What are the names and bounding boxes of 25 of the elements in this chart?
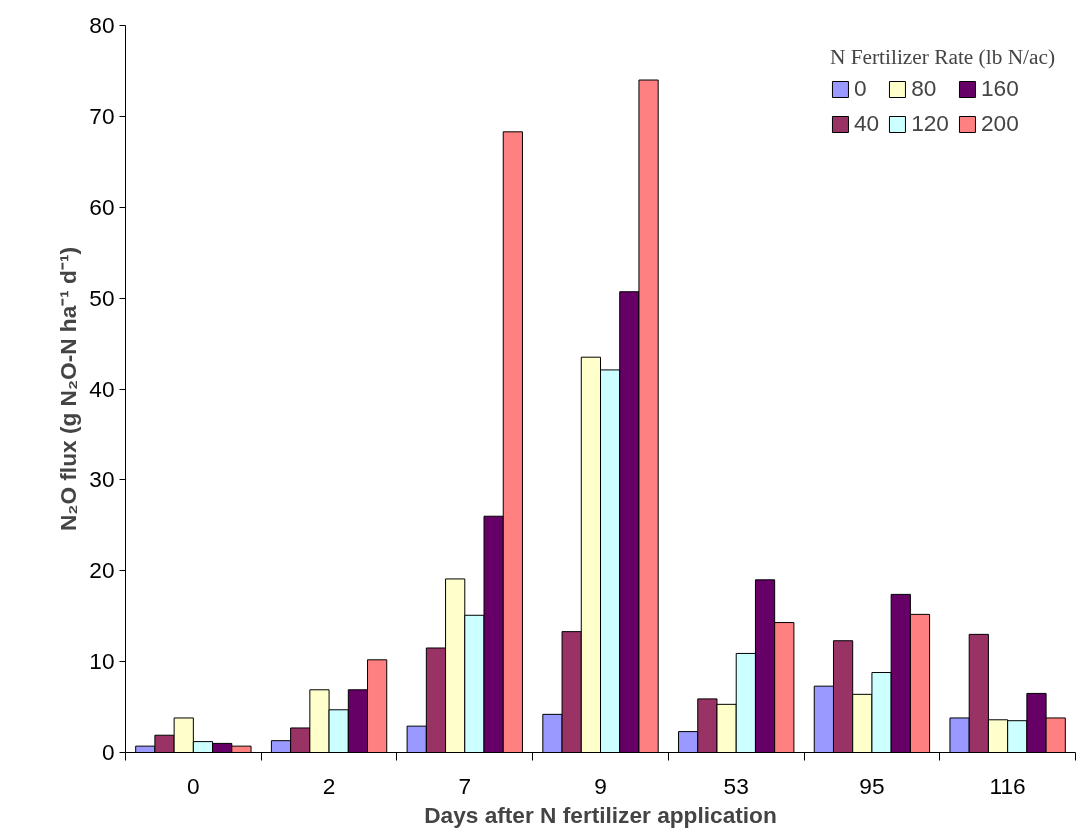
y-tick-label: 70 xyxy=(89,102,115,129)
x-tick-label: 116 xyxy=(989,772,1026,799)
x-tick-label: 95 xyxy=(859,772,885,799)
x-tick-label: 53 xyxy=(723,772,749,799)
y-tick-label: 50 xyxy=(89,284,115,311)
y-tick-label: 40 xyxy=(89,375,115,402)
legend-label: 0 xyxy=(853,75,868,102)
y-tick-label: 0 xyxy=(101,739,115,765)
y-tick-label: 20 xyxy=(89,557,115,584)
legend-label: 200 xyxy=(980,110,1019,137)
y-tick-label: 60 xyxy=(89,193,115,220)
legend-title: N Fertilizer Rate (lb N/ac) xyxy=(829,45,1055,70)
y-tick-label: 30 xyxy=(89,466,115,493)
x-tick-label: 0 xyxy=(187,772,200,799)
y-tick-label: 10 xyxy=(89,648,115,675)
legend-label: 120 xyxy=(911,110,949,137)
y-axis-title: N₂O flux (g N₂O-N ha⁻¹ d⁻¹) xyxy=(55,246,82,532)
x-tick-label: 9 xyxy=(594,772,607,799)
legend-label: 160 xyxy=(980,75,1019,102)
x-axis-title: Days after N fertilizer application xyxy=(424,801,777,828)
y-tick-label: 80 xyxy=(89,12,115,38)
legend-label: 80 xyxy=(911,75,937,102)
x-tick-label: 7 xyxy=(458,772,472,799)
x-tick-label: 2 xyxy=(322,772,336,799)
legend-label: 40 xyxy=(853,110,880,137)
